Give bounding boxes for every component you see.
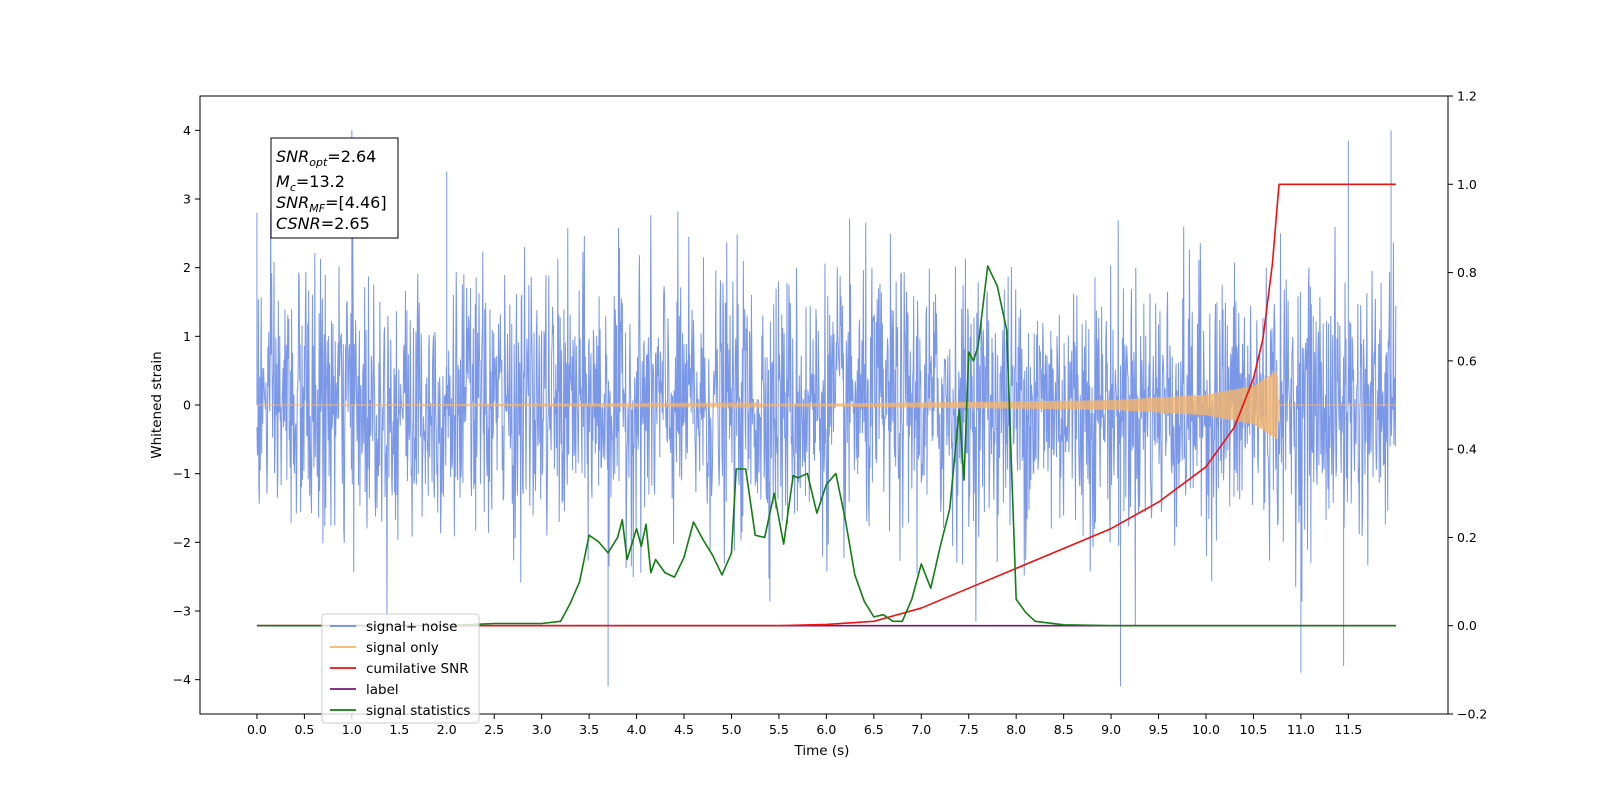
- y-tick-label: 1: [183, 329, 191, 344]
- x-tick-label: 0.0: [247, 722, 267, 737]
- x-tick-label: 3.5: [579, 722, 599, 737]
- y-tick-label: −2: [173, 535, 191, 550]
- x-tick-label: 5.5: [769, 722, 789, 737]
- y-tick-label: 4: [183, 123, 191, 138]
- y-axis-right: 1.2 1.0 0.8 0.6 0.4 0.2 0.0 −0.2: [1448, 89, 1487, 722]
- y2-tick-label: 1.0: [1457, 177, 1477, 192]
- x-tick-label: 1.5: [389, 722, 409, 737]
- series-signal-noise-line: [256, 130, 1397, 687]
- annotation-frame: [270, 137, 399, 239]
- y-tick-label: 2: [183, 260, 191, 275]
- x-tick-label: 10.5: [1240, 722, 1268, 737]
- legend-item-signal-only: signal only: [330, 640, 439, 656]
- x-tick-label: 6.5: [864, 722, 884, 737]
- x-tick-label: 3.0: [532, 722, 552, 737]
- series-cumulative-snr-line: [256, 183, 1396, 627]
- x-tick-label: 1.0: [342, 722, 362, 737]
- y-tick-label: −1: [173, 466, 191, 481]
- y2-tick-label: 0.0: [1457, 618, 1477, 633]
- x-tick-label: 6.0: [816, 722, 836, 737]
- series-signal-only-line: [256, 371, 1396, 440]
- x-tick-label: 2.5: [484, 722, 504, 737]
- y-axis-left: 4 3 2 1 0 −1 −2 −3 −4: [173, 123, 200, 687]
- legend-item-signal-statistics: signal statistics: [330, 703, 470, 719]
- x-tick-label: 0.5: [294, 722, 314, 737]
- annotation-snr-mf: SNRMF=[4.46]: [276, 193, 387, 215]
- x-tick-label: 5.0: [722, 722, 742, 737]
- annotation-snr-opt: SNRopt=2.64: [276, 147, 376, 169]
- y-axis-label: Whitened strain: [149, 351, 165, 458]
- x-tick-label: 10.0: [1192, 722, 1220, 737]
- y2-tick-label: −0.2: [1457, 707, 1487, 722]
- plot-area: [256, 130, 1397, 687]
- x-tick-label: 4.0: [627, 722, 647, 737]
- x-tick-label: 7.5: [959, 722, 979, 737]
- x-tick-label: 7.0: [911, 722, 931, 737]
- legend-label: label: [366, 682, 399, 698]
- annotation-csnr: CSNR=2.65: [276, 214, 370, 233]
- x-tick-label: 8.0: [1006, 722, 1026, 737]
- x-axis-label: Time (s): [794, 743, 850, 759]
- y2-tick-label: 0.2: [1457, 530, 1477, 545]
- x-tick-label: 9.5: [1149, 722, 1169, 737]
- x-tick-label: 11.5: [1334, 722, 1362, 737]
- annotation-box: SNRopt=2.64 Mc=13.2 SNRMF=[4.46] CSNR=2.…: [270, 137, 399, 239]
- y-tick-label: 3: [183, 192, 191, 207]
- legend-item-cumulative-snr: cumilative SNR: [330, 661, 469, 677]
- y-tick-label: 0: [183, 398, 191, 413]
- y2-tick-label: 0.8: [1457, 265, 1477, 280]
- legend-item-label: label: [330, 682, 399, 698]
- legend: signal+ noise signal only cumilative SNR la…: [321, 613, 480, 724]
- y2-tick-label: 0.6: [1457, 353, 1477, 368]
- annotation-mc: Mc=13.2: [276, 172, 345, 194]
- legend-item-signal-noise: signal+ noise: [330, 619, 457, 635]
- y2-tick-label: 0.4: [1457, 442, 1477, 457]
- legend-label: signal statistics: [366, 703, 470, 719]
- x-tick-label: 11.0: [1287, 722, 1315, 737]
- legend-frame: [321, 613, 480, 724]
- y2-tick-label: 1.2: [1457, 89, 1477, 104]
- x-tick-label: 8.5: [1054, 722, 1074, 737]
- series-signal-statistics-line: [256, 265, 1396, 627]
- y-tick-label: −3: [173, 604, 191, 619]
- x-tick-label: 9.0: [1101, 722, 1121, 737]
- legend-label: cumilative SNR: [366, 661, 469, 677]
- legend-label: signal+ noise: [366, 619, 457, 635]
- x-tick-label: 2.0: [437, 722, 457, 737]
- y-tick-label: −4: [173, 672, 191, 687]
- legend-label: signal only: [366, 640, 439, 656]
- x-tick-label: 4.5: [674, 722, 694, 737]
- x-axis: 0.0 0.5 1.0 1.5 2.0 2.5 3.0 3.5 4.0 4.5 5.0 5.5 6.0 6…: [247, 714, 1362, 737]
